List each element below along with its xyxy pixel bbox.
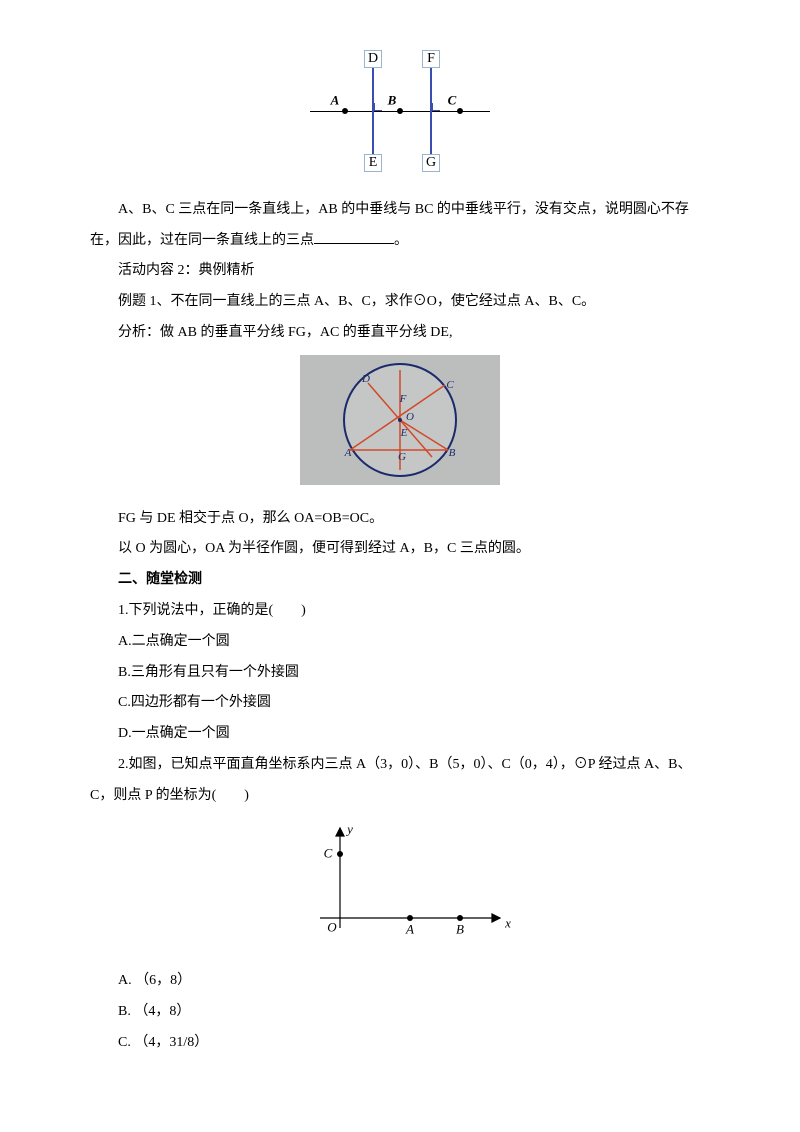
fig1-lab-f: F [427, 44, 435, 75]
fig1-bisector-bc [430, 64, 432, 158]
fig1-dot-c [457, 108, 463, 114]
figure-2-wrap: A B C D E F G O [90, 355, 710, 498]
fig1-lab-a: A [331, 87, 340, 116]
fig2-lab-d: D [362, 367, 370, 391]
fig1-dot-b [397, 108, 403, 114]
q1-opt-c: C.四边形都有一个外接圆 [90, 688, 710, 719]
figure-1: D F E G A B C [290, 46, 510, 176]
para-5: FG 与 DE 相交于点 O，那么 OA=OB=OC。 [90, 504, 710, 535]
fig1-box-e: E [364, 154, 382, 172]
fig1-lab-d: D [368, 44, 378, 75]
fig1-box-f: F [422, 50, 440, 68]
fig3-lab-a: A [406, 915, 414, 944]
fig1-sq2 [432, 103, 440, 111]
q1-opt-b: B.三角形有且只有一个外接圆 [90, 658, 710, 689]
figure-1-wrap: D F E G A B C [90, 46, 710, 189]
fig3-lab-x: x [505, 909, 511, 938]
para-1: A、B、C 三点在同一条直线上，AB 的中垂线与 BC 的中垂线平行，没有交点，… [90, 195, 710, 257]
fig2-lab-b: B [449, 441, 456, 465]
para-2: 活动内容 2：典例精析 [90, 256, 710, 287]
q2-stem: 2.如图，已知点平面直角坐标系内三点 A（3，0）、B（5，0）、C（0，4），… [90, 750, 710, 812]
para-3: 例题 1、不在同一直线上的三点 A、B、C，求作⊙O，使它经过点 A、B、C。 [90, 287, 710, 318]
section-2-title: 二、随堂检测 [90, 565, 710, 596]
para-4: 分析：做 AB 的垂直平分线 FG，AC 的垂直平分线 DE, [90, 318, 710, 349]
figure-3-wrap: O A B C x y [90, 818, 710, 961]
fig1-box-d: D [364, 50, 382, 68]
fig2-lab-c: C [446, 373, 453, 397]
fig1-bisector-ab [372, 64, 374, 158]
fig1-lab-g: G [426, 148, 436, 179]
fig3-svg [270, 818, 530, 948]
q1-opt-a: A.二点确定一个圆 [90, 627, 710, 658]
fig1-sq1 [374, 103, 382, 111]
fig2-lab-g: G [398, 445, 406, 469]
figure-2: A B C D E F G O [300, 355, 500, 485]
q2-opt-c: C. （4，31/8） [90, 1028, 710, 1059]
fig1-box-g: G [422, 154, 440, 172]
fig1-lab-c: C [448, 87, 457, 116]
para1-post: 。 [394, 233, 408, 248]
figure-3: O A B C x y [270, 818, 530, 948]
fig3-lab-b: B [456, 915, 464, 944]
fig3-lab-y: y [347, 815, 353, 844]
q2-opt-b: B. （4，8） [90, 997, 710, 1028]
page-content: D F E G A B C A、B、C 三点在同一条直线上，AB 的中垂线与 B… [0, 0, 800, 1099]
fig1-lab-e: E [369, 148, 378, 179]
para-6: 以 O 为圆心，OA 为半径作圆，便可得到经过 A，B，C 三点的圆。 [90, 534, 710, 565]
fig3-lab-c: C [324, 839, 333, 868]
fig3-lab-o: O [327, 913, 336, 942]
fig3-dot-c [337, 851, 343, 857]
q1-opt-d: D.一点确定一个圆 [90, 719, 710, 750]
q2-opt-a: A. （6，8） [90, 966, 710, 997]
fig1-dot-a [342, 108, 348, 114]
fig2-lab-a: A [345, 441, 352, 465]
fig2-lab-o: O [406, 405, 414, 429]
fig1-lab-b: B [388, 87, 397, 116]
blank-1 [314, 229, 394, 244]
q1-stem: 1.下列说法中，正确的是( ) [90, 596, 710, 627]
